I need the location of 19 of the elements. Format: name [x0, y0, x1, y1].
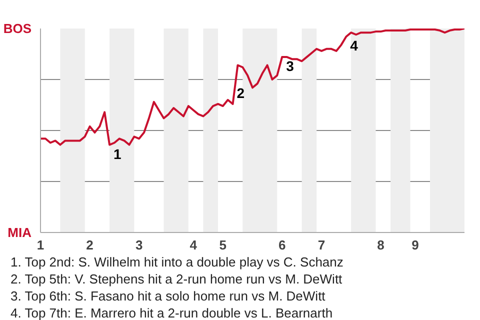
text: 4. Top 7th: E. Marrero hit a 2-run double vs L. Bearnarth — [10, 306, 333, 320]
x-tick-label: 4 — [190, 238, 198, 252]
x-tick-label: 7 — [318, 238, 326, 252]
annotation: 1 — [114, 146, 122, 162]
x-tick-label: 8 — [377, 238, 384, 252]
text: 1. Top 2nd: S. Wilhelm hit into a double play vs C. Schanz — [10, 254, 344, 270]
x-tick-label: 3 — [135, 238, 143, 252]
annotation: 2 — [236, 84, 245, 101]
text: 2. Top 5th: V. Stephens hit a 2-run home run vs M. DeWitt — [10, 272, 343, 286]
text: BOS — [3, 21, 32, 36]
x-tick-label: 5 — [219, 238, 227, 252]
text: MIA — [8, 225, 32, 240]
x-tick-label: 2 — [86, 238, 94, 252]
annotation: 3 — [286, 58, 294, 74]
x-tick-label: 1 — [36, 238, 44, 252]
annotation: 4 — [350, 38, 358, 54]
text: 3. Top 6th: S. Fasano hit a solo home run vs M. DeWitt — [10, 288, 326, 304]
x-tick-label: 6 — [278, 238, 286, 252]
x-tick-label: 9 — [412, 238, 419, 252]
